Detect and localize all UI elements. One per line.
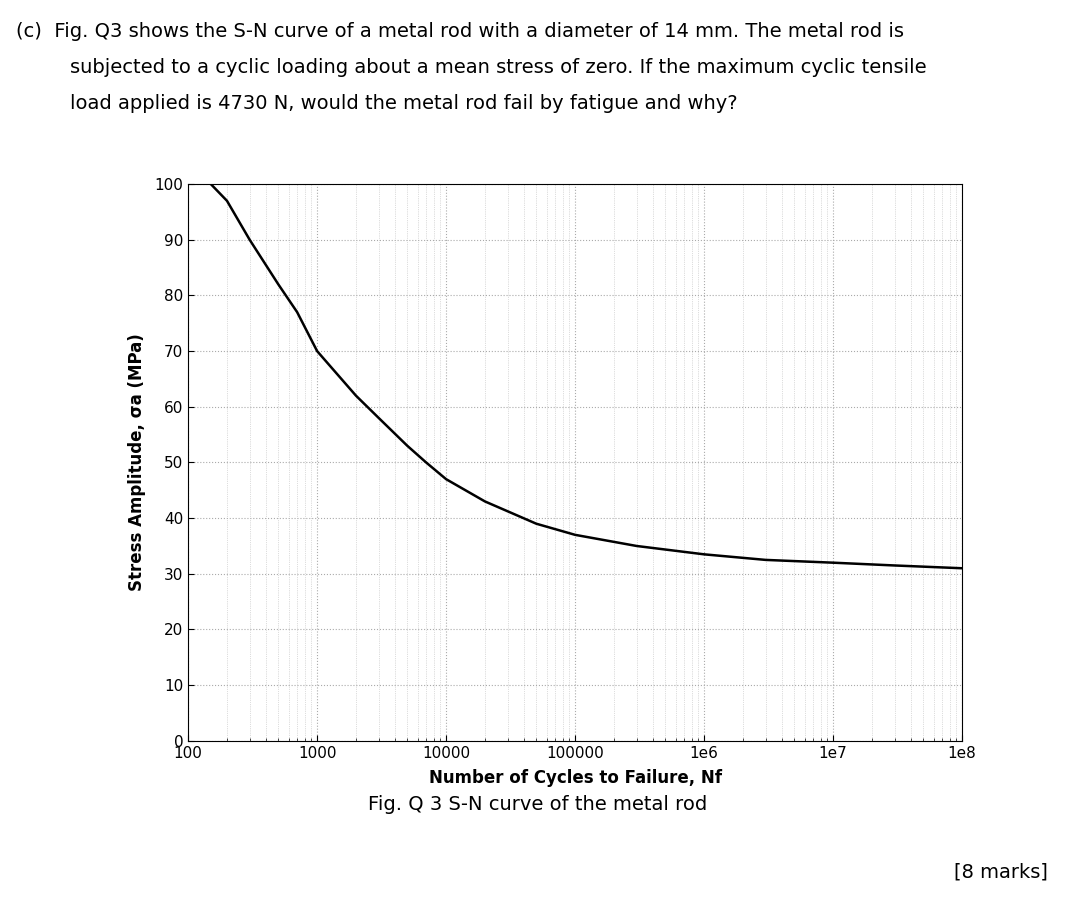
X-axis label: Number of Cycles to Failure, Nf: Number of Cycles to Failure, Nf — [429, 769, 721, 787]
Text: subjected to a cyclic loading about a mean stress of zero. If the maximum cyclic: subjected to a cyclic loading about a me… — [70, 58, 927, 77]
Text: [8 marks]: [8 marks] — [955, 863, 1048, 882]
Text: (c)  Fig. Q3 shows the S-N curve of a metal rod with a diameter of 14 mm. The me: (c) Fig. Q3 shows the S-N curve of a met… — [16, 22, 904, 41]
Text: load applied is 4730 N, would the metal rod fail by fatigue and why?: load applied is 4730 N, would the metal … — [70, 94, 737, 113]
Y-axis label: Stress Amplitude, σa (MPa): Stress Amplitude, σa (MPa) — [128, 333, 146, 592]
Text: Fig. Q 3 S-N curve of the metal rod: Fig. Q 3 S-N curve of the metal rod — [368, 795, 707, 814]
